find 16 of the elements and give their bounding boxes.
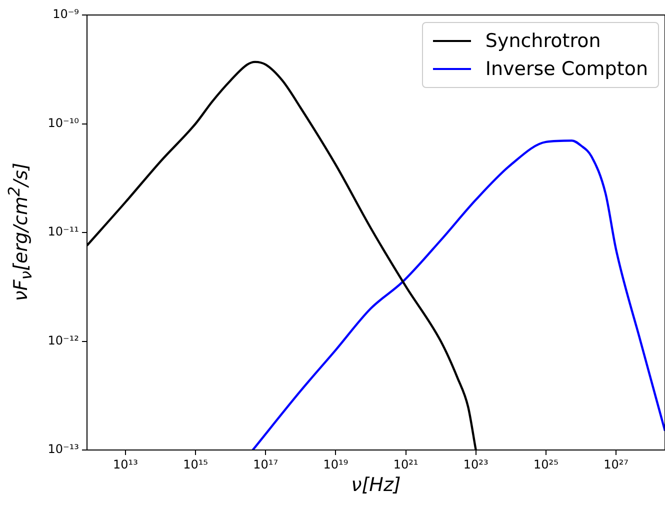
y-tick-label: 10⁻¹⁰ xyxy=(48,116,80,130)
x-axis-title: ν[Hz] xyxy=(350,474,402,496)
legend-label: Synchrotron xyxy=(485,29,601,54)
x-tick-label: 10²⁵ xyxy=(533,457,559,472)
x-tick-label: 10²¹ xyxy=(393,457,418,472)
legend-label: Inverse Compton xyxy=(485,57,648,82)
x-tick-label: 10¹³ xyxy=(112,457,138,472)
y-tick-label: 10⁻⁹ xyxy=(52,7,80,22)
x-tick-label: 10²⁷ xyxy=(604,457,629,472)
x-tick-label: 10¹⁹ xyxy=(323,457,348,472)
x-tick-label: 10¹⁵ xyxy=(183,457,208,472)
y-tick-label: 10⁻¹¹ xyxy=(48,224,80,239)
x-tick-label: 10²³ xyxy=(463,457,488,472)
y-tick-label: 10⁻¹² xyxy=(48,333,80,348)
x-tick-label: 10¹⁷ xyxy=(253,457,278,472)
y-tick-label: 10⁻¹³ xyxy=(48,442,80,456)
